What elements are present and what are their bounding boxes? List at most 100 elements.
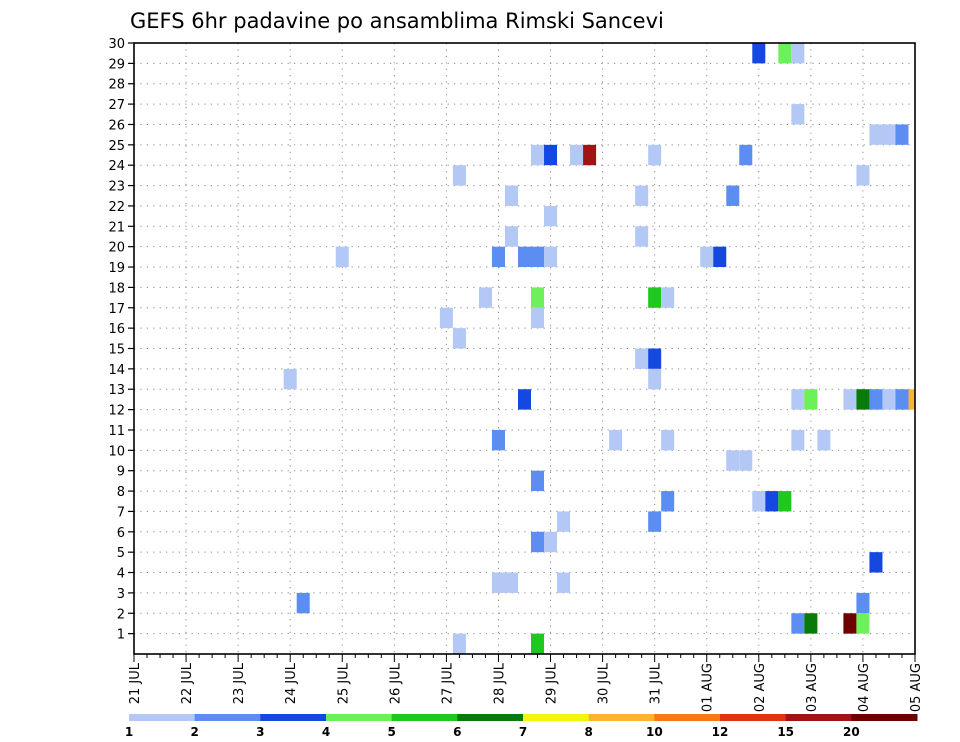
y-tick-label: 8 <box>117 485 125 500</box>
data-cell <box>791 613 805 634</box>
y-tick-label: 5 <box>117 546 125 561</box>
y-tick-label: 24 <box>108 159 125 174</box>
y-tick-label: 12 <box>108 404 125 419</box>
data-cell <box>648 144 662 166</box>
data-cell <box>544 205 558 227</box>
y-tick-label: 11 <box>108 424 125 439</box>
data-cell <box>570 144 584 166</box>
y-tick-label: 30 <box>108 37 125 52</box>
data-cell <box>491 572 505 593</box>
data-cell <box>739 144 753 166</box>
y-tick-label: 29 <box>108 57 125 72</box>
data-cell <box>648 511 662 532</box>
y-tick-label: 26 <box>108 118 125 133</box>
data-cell <box>609 429 623 451</box>
x-tick-label: 03 AUG <box>805 663 820 712</box>
grid-lines <box>134 42 915 654</box>
colorbar-label: 5 <box>387 725 395 739</box>
data-cell <box>635 348 649 369</box>
data-cell <box>491 246 505 268</box>
colorbar-label: 10 <box>646 725 663 739</box>
x-tick-label: 24 JUL <box>284 662 299 704</box>
x-tick-label: 22 JUL <box>180 662 195 704</box>
data-cell <box>635 226 649 247</box>
data-cell <box>869 389 883 410</box>
data-cell <box>804 389 818 410</box>
y-tick-label: 28 <box>108 78 125 93</box>
data-cell <box>452 328 466 349</box>
colorbar-label: 6 <box>453 725 461 739</box>
data-cell <box>544 246 558 268</box>
y-axis-ticks: 1234567891011121314151617181920212223242… <box>108 37 134 643</box>
x-tick-label: 30 JUL <box>597 662 612 704</box>
x-tick-label: 01 AUG <box>701 663 716 712</box>
data-cell <box>517 389 532 410</box>
colorbar: 1 2 3 4 5 6 7 8 10 12 15 20 <box>125 714 918 739</box>
data-cell <box>895 124 909 145</box>
x-tick-label: 23 JUL <box>232 662 247 704</box>
data-cell <box>648 368 662 390</box>
data-cell <box>726 185 740 206</box>
x-tick-label: 29 JUL <box>545 662 560 704</box>
data-cell <box>661 491 675 512</box>
y-tick-label: 15 <box>108 343 125 358</box>
colorbar-label: 3 <box>256 725 264 739</box>
colorbar-segment <box>654 714 721 721</box>
chart-title: GEFS 6hr padavine po ansamblima Rimski S… <box>130 9 664 33</box>
data-cell <box>504 226 518 247</box>
y-tick-label: 22 <box>108 200 125 215</box>
colorbar-segment <box>129 714 196 721</box>
y-tick-label: 23 <box>108 180 125 195</box>
data-cell <box>544 531 558 553</box>
data-cell <box>804 613 818 634</box>
data-cell <box>856 592 870 614</box>
data-cell <box>778 43 792 64</box>
y-tick-label: 18 <box>108 281 125 296</box>
data-cell <box>661 429 675 451</box>
y-tick-label: 14 <box>108 363 125 378</box>
y-tick-label: 6 <box>117 526 125 541</box>
colorbar-segment <box>720 714 787 721</box>
data-cell <box>504 185 518 206</box>
colorbar-segment <box>457 714 524 721</box>
data-cell <box>531 470 545 492</box>
data-cell <box>544 144 558 166</box>
data-cell <box>713 246 727 268</box>
colorbar-label: 1 <box>125 725 133 739</box>
y-tick-label: 13 <box>108 383 125 398</box>
data-cell <box>739 450 753 471</box>
x-tick-label: 27 JUL <box>440 662 455 704</box>
data-cell <box>531 246 545 268</box>
data-cell <box>583 144 597 166</box>
data-cell <box>491 429 505 451</box>
colorbar-segment <box>588 714 655 721</box>
y-tick-label: 7 <box>117 505 125 520</box>
y-tick-label: 16 <box>108 322 125 337</box>
data-cell <box>517 246 532 268</box>
y-tick-label: 20 <box>108 241 125 256</box>
colorbar-segment <box>260 714 327 721</box>
data-cell <box>895 389 909 410</box>
data-cell <box>791 43 805 64</box>
data-cell <box>843 613 857 634</box>
colorbar-label: 2 <box>190 725 198 739</box>
data-cell <box>856 165 870 186</box>
data-cell <box>648 287 662 308</box>
colorbar-label: 15 <box>777 725 794 739</box>
y-tick-label: 2 <box>117 607 125 622</box>
y-tick-label: 21 <box>108 220 125 235</box>
colorbar-segment <box>785 714 852 721</box>
x-tick-label: 31 JUL <box>649 662 664 704</box>
colorbar-label: 8 <box>584 725 592 739</box>
data-cell <box>635 185 649 206</box>
y-tick-label: 25 <box>108 139 125 154</box>
y-tick-label: 17 <box>108 302 125 317</box>
data-cell <box>439 307 453 329</box>
y-tick-label: 10 <box>108 444 125 459</box>
data-cell <box>452 633 466 654</box>
data-cell <box>856 613 870 634</box>
colorbar-segment <box>326 714 393 721</box>
y-tick-label: 4 <box>117 567 125 582</box>
data-cell <box>778 491 792 512</box>
